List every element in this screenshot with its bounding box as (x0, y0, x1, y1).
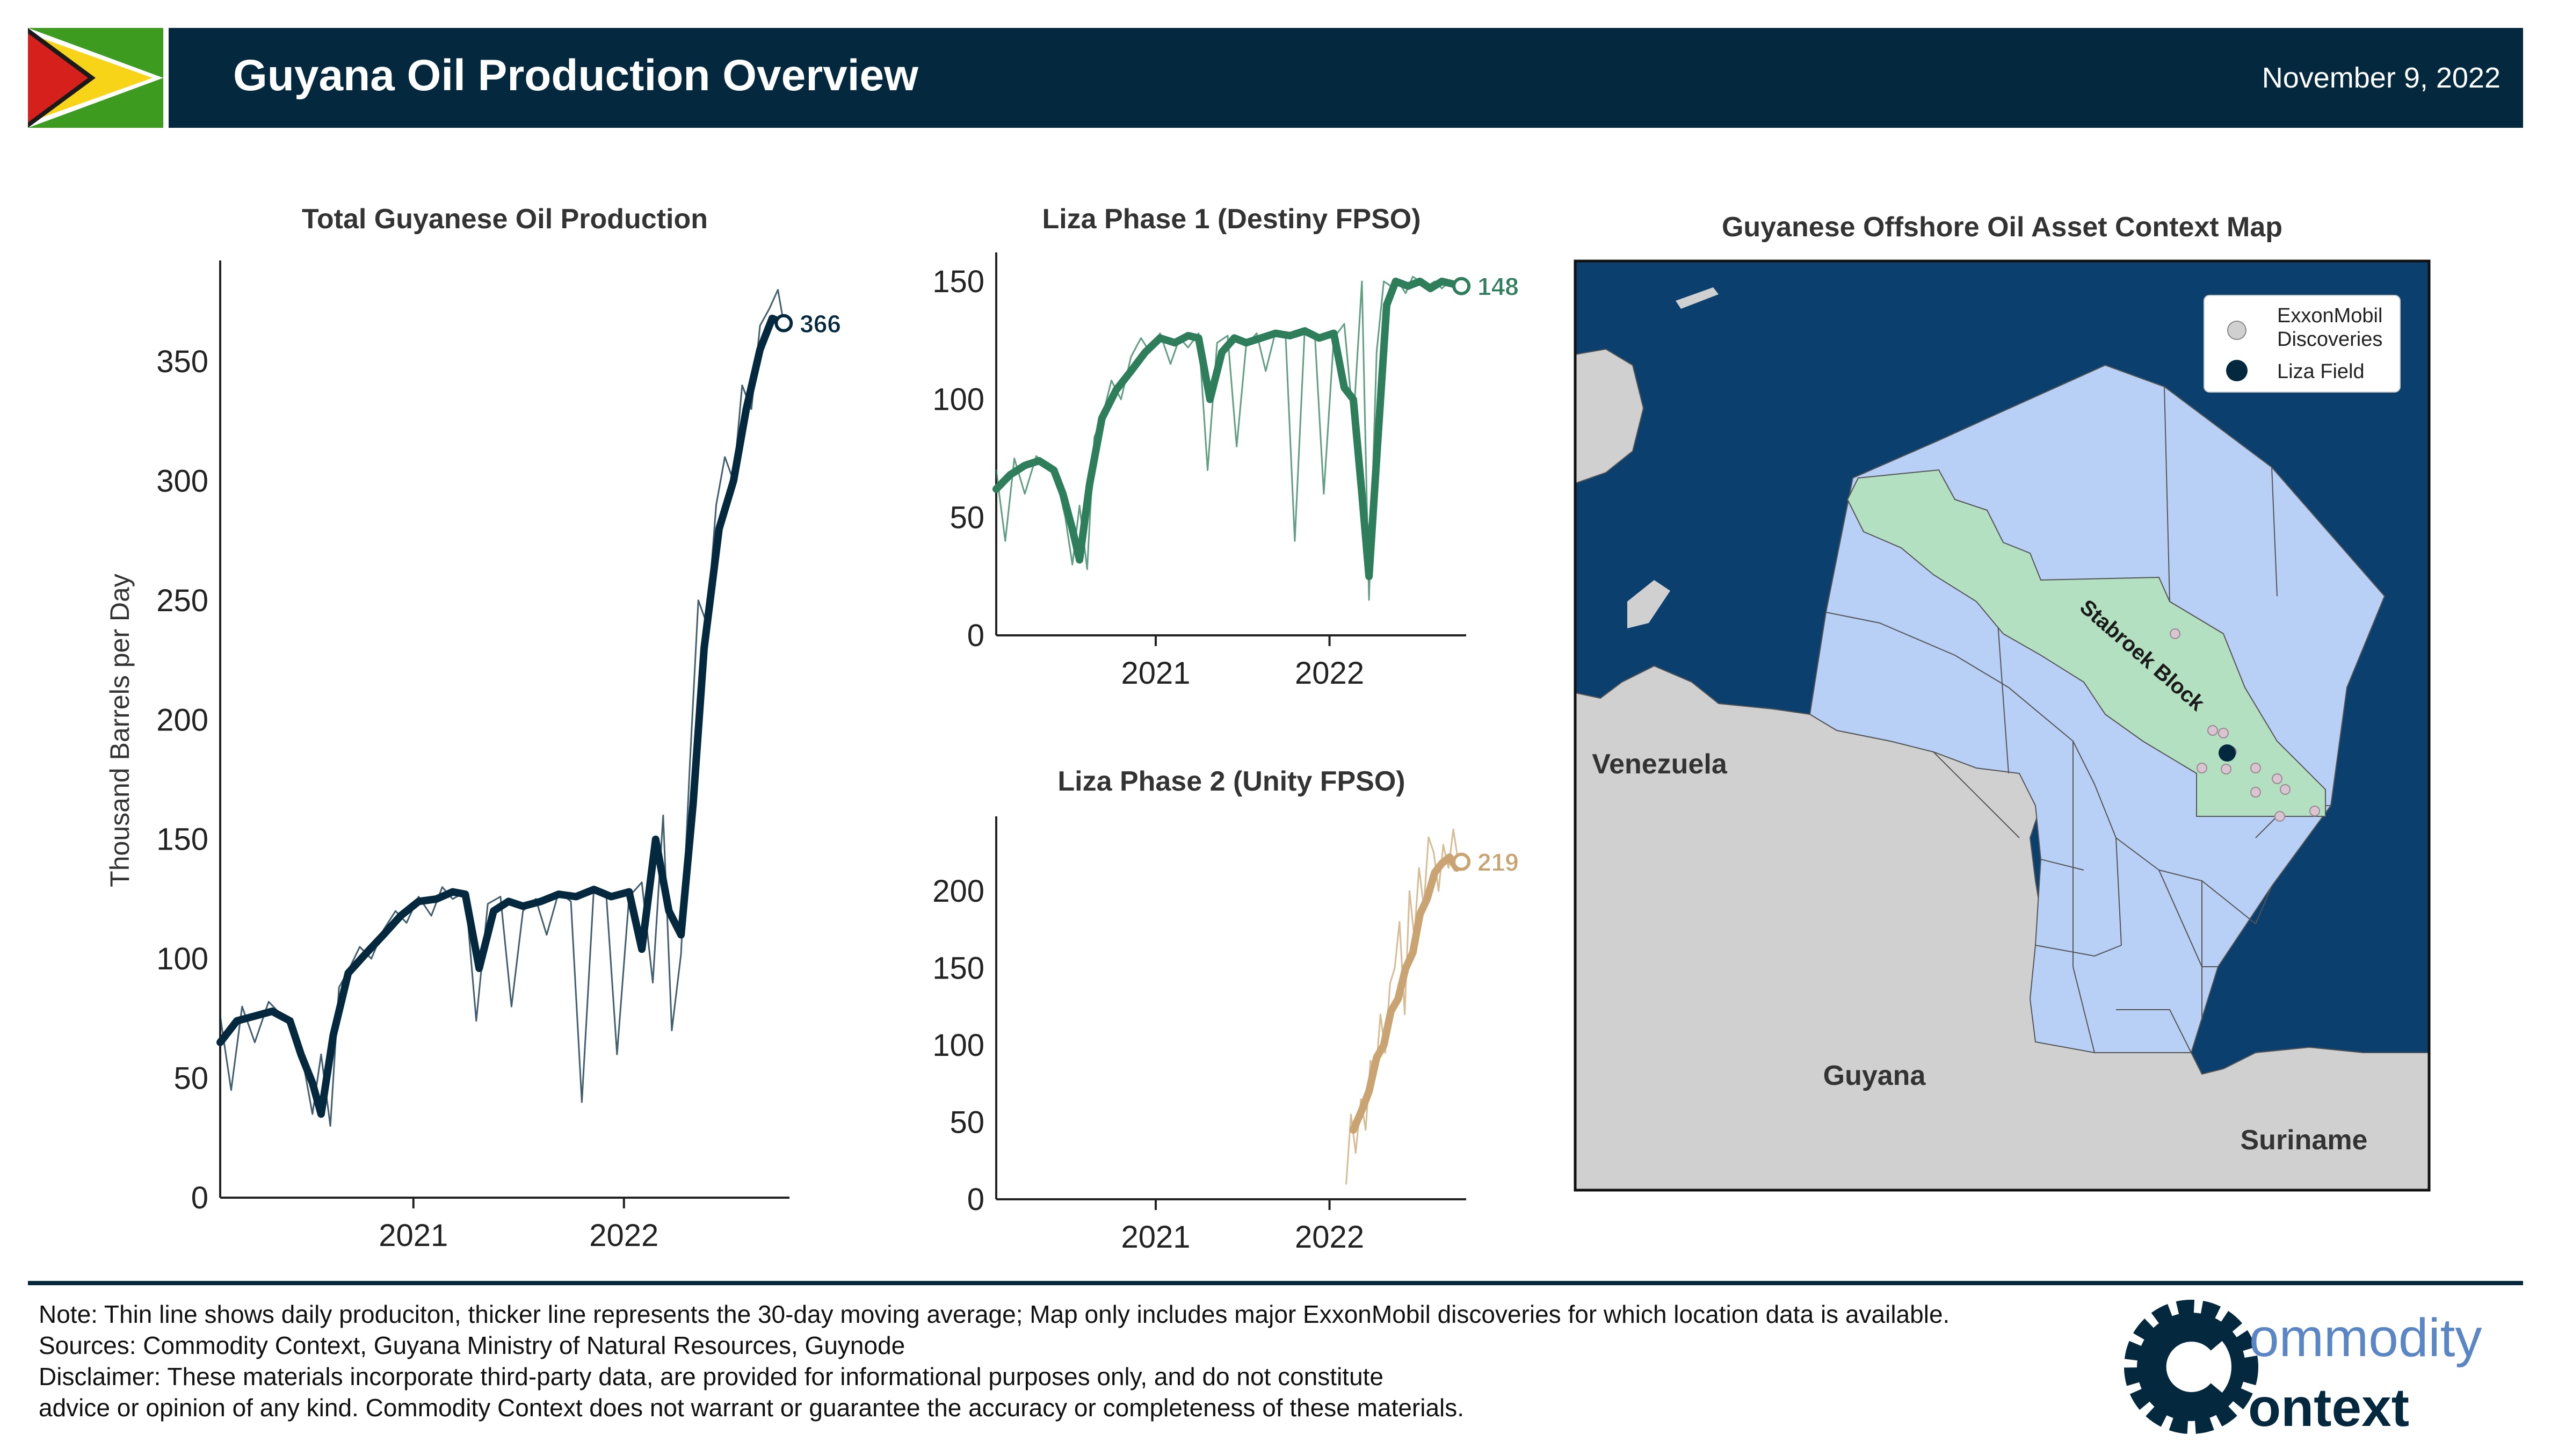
offshore-context-map: Guyanese Offshore Oil Asset Context Map (1574, 212, 2431, 1192)
y-tick-label: 300 (156, 463, 208, 498)
commodity-context-logo: ommodity ontext (2124, 1300, 2482, 1438)
y-tick-label: 100 (932, 1028, 984, 1063)
y-axis-label: Thousand Barrels per Day (105, 574, 135, 887)
x-tick-label: 2022 (589, 1218, 658, 1253)
legend-liza-label: Liza Field (2277, 360, 2365, 383)
footer-divider (28, 1281, 2523, 1285)
y-tick-label: 150 (932, 951, 984, 986)
total-production-chart: Total Guyanese Oil Production Thousand Ba… (105, 204, 842, 1253)
x-tick-label: 2021 (1121, 1220, 1190, 1255)
x-tick-label: 2021 (1121, 656, 1190, 691)
y-tick-label: 50 (950, 500, 984, 535)
country-label-suriname: Suriname (2241, 1125, 2368, 1156)
moving-average-line (216, 314, 788, 1118)
y-tick-label: 50 (173, 1061, 208, 1096)
y-tick-label: 0 (967, 1182, 984, 1217)
chart-title: Liza Phase 2 (Unity FPSO) (1057, 766, 1405, 797)
end-value-marker (774, 314, 793, 332)
end-value-label: 148 (1477, 273, 1519, 301)
moving-average-line (992, 277, 1466, 581)
logo-text-bottom: ontext (2248, 1378, 2409, 1438)
footer-disclaimer-cont: advice or opinion of any kind. Commodity… (39, 1394, 1465, 1422)
moving-average-line (1349, 853, 1466, 1134)
country-label-venezuela: Venezuela (1592, 749, 1728, 780)
daily-production-line (1345, 828, 1462, 1185)
stabroek-block (1846, 469, 2326, 817)
logo-text-top: ommodity (2249, 1308, 2482, 1368)
x-tick-label: 2022 (1295, 656, 1364, 691)
y-tick-label: 200 (932, 874, 984, 909)
end-value-label: 219 (1477, 849, 1519, 877)
daily-production-line (995, 276, 1462, 601)
y-tick-label: 150 (932, 264, 984, 299)
footer-sources: Sources: Commodity Context, Guyana Minis… (39, 1331, 905, 1359)
legend-liza-icon (2226, 360, 2248, 381)
map-legend: ExxonMobil Discoveries Liza Field (2204, 295, 2401, 393)
y-tick-label: 100 (156, 941, 208, 976)
x-tick-label: 2021 (379, 1218, 448, 1253)
y-tick-label: 200 (156, 702, 208, 737)
footer-note: Note: Thin line shows daily produciton, … (39, 1300, 1950, 1328)
map-title: Guyanese Offshore Oil Asset Context Map (1722, 212, 2282, 243)
header-bar: Guyana Oil Production Overview November … (28, 28, 2523, 128)
footer-disclaimer: Disclaimer: These materials incorporate … (39, 1363, 1384, 1390)
liza-phase2-chart: Liza Phase 2 (Unity FPSO) 0 50 100 150 200 202… (932, 766, 1519, 1255)
island-coast (1627, 580, 1670, 628)
land-upper-left (1575, 348, 1644, 484)
block-lines (1825, 386, 2331, 1053)
x-tick-label: 2022 (1295, 1220, 1364, 1255)
liza-field-marker (2219, 744, 2236, 762)
country-label-guyana: Guyana (1823, 1060, 1926, 1091)
end-value-marker (1452, 277, 1471, 295)
y-tick-label: 350 (156, 344, 208, 379)
end-value-label: 366 (800, 310, 841, 338)
y-tick-label: 250 (156, 583, 208, 618)
end-value-marker (1452, 852, 1471, 871)
footer-notes: Note: Thin line shows daily produciton, … (39, 1299, 2106, 1423)
y-tick-label: 100 (932, 382, 984, 417)
island-small (1676, 287, 1719, 309)
title-bar: Guyana Oil Production Overview November … (169, 28, 2523, 128)
chart-title: Total Guyanese Oil Production (302, 204, 708, 235)
y-tick-label: 150 (156, 822, 208, 857)
page-title: Guyana Oil Production Overview (233, 51, 918, 100)
legend-discovery-icon (2227, 321, 2246, 340)
page-date: November 9, 2022 (2262, 62, 2501, 94)
y-tick-label: 0 (967, 618, 984, 653)
gear-icon (2124, 1300, 2258, 1434)
chart-title: Liza Phase 1 (Destiny FPSO) (1042, 204, 1421, 235)
legend-discoveries-line1: ExxonMobil (2277, 305, 2382, 327)
charts-canvas: Total Guyanese Oil Production Thousand Ba… (105, 204, 2431, 1255)
y-tick-label: 50 (950, 1105, 984, 1140)
legend-discoveries-line2: Discoveries (2277, 328, 2382, 351)
liza-phase1-chart: Liza Phase 1 (Destiny FPSO) 0 50 100 150 2021… (932, 204, 1519, 691)
map-frame: Stabroek Block Venezuela Guyana Suriname… (1574, 259, 2431, 1192)
y-tick-label: 0 (191, 1180, 208, 1215)
guyana-flag-icon (28, 28, 163, 128)
